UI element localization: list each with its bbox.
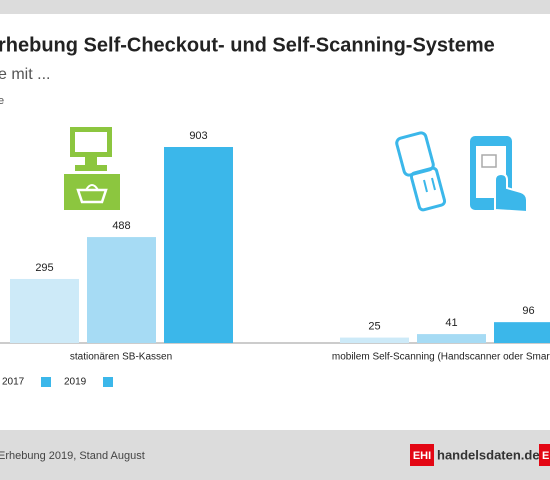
chart-title: rhebung Self-Checkout- und Self-Scanning… [0,34,495,56]
footer-band [0,430,550,480]
value-label: 903 [189,130,207,142]
legend-swatch [41,377,51,387]
phone-icon [470,136,528,214]
legend-label: 2019 [64,377,87,388]
category-label: mobilem Self-Scanning (Handscanner oder … [332,352,550,363]
logo: EHI [413,450,431,462]
footer-site: handelsdaten.de [437,447,540,462]
bar [10,278,79,343]
legend-swatch [103,377,113,387]
value-label: 295 [35,262,53,274]
bar [164,147,233,343]
logo-box [539,444,550,466]
value-label: 488 [112,220,130,232]
category-label: stationären SB-Kassen [70,352,172,363]
bar [340,337,409,343]
scanner-icon [395,131,447,212]
chart-subtitle: e mit ... [0,66,50,83]
chart-note: e [0,95,4,107]
bar [494,322,550,343]
top-band [0,0,550,14]
logo: E [542,450,549,462]
logo-box [410,444,434,466]
value-label: 41 [445,317,457,329]
value-label: 25 [368,320,380,332]
footer-source: Erhebung 2019, Stand August [0,450,145,462]
bar [417,334,486,343]
bar [87,237,156,343]
register-icon [64,127,120,210]
legend-label: 2017 [2,377,25,388]
value-label: 96 [522,305,534,317]
